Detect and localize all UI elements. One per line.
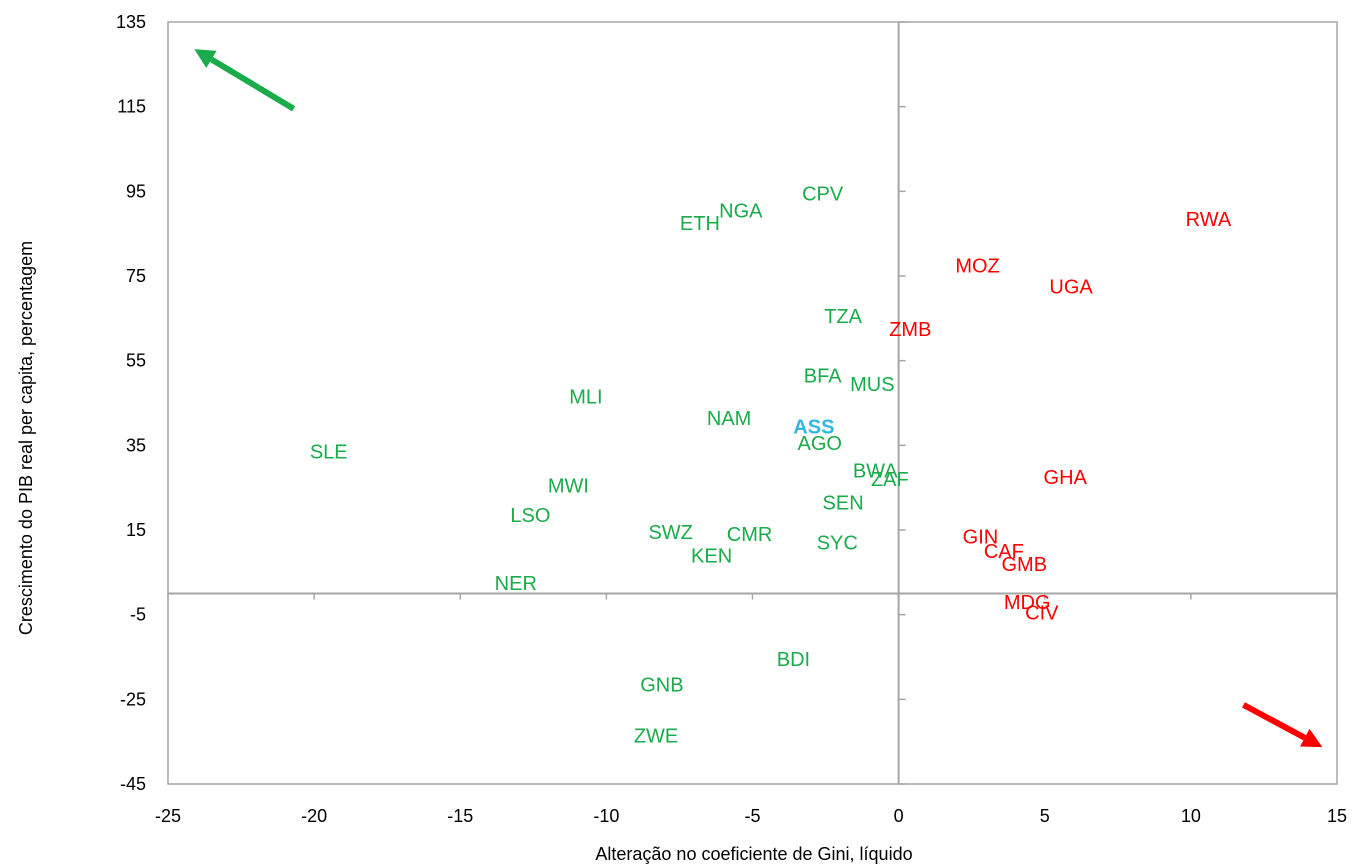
data-point-gin: GIN [963,526,999,548]
down-right-arrow [1242,702,1323,748]
arrows [194,49,1323,748]
data-point-moz: MOZ [955,255,999,277]
y-tick-label: 15 [126,520,146,540]
data-point-lso: LSO [510,505,550,527]
up-left-arrow-head [194,49,217,68]
plot-border [167,21,1338,785]
data-point-ago: AGO [797,433,841,455]
data-point-tza: TZA [824,306,862,328]
data-point-sen: SEN [823,492,864,514]
up-left-arrow-shaft [209,56,296,112]
x-tick-label: -25 [155,806,181,826]
y-tick-label: 115 [117,97,146,117]
x-tick-label: -10 [593,806,619,826]
data-point-ass: ASS [793,416,834,438]
data-point-nga: NGA [719,200,763,222]
x-tick-label: 10 [1181,806,1201,826]
data-point-cpv: CPV [802,183,844,205]
data-point-swz: SWZ [648,522,692,544]
data-point-nam: NAM [707,408,751,430]
x-tick-label: 5 [1040,806,1050,826]
data-point-uga: UGA [1049,277,1093,299]
x-tick-label: 15 [1327,806,1347,826]
x-tick-label: -20 [301,806,327,826]
data-point-mdg: MDG [1004,592,1051,614]
data-point-mwi: MWI [548,476,589,498]
y-tick-label: 135 [116,12,146,32]
down-right-arrow-shaft [1242,702,1307,741]
data-point-gmb: GMB [1002,554,1048,576]
x-tick-label: -15 [447,806,473,826]
y-tick-label: 95 [126,181,146,201]
data-point-zaf: ZAF [871,469,909,491]
data-point-zwe: ZWE [634,725,678,747]
y-tick-label: -5 [130,605,146,625]
x-tick-label: -5 [744,806,760,826]
up-left-arrow [194,49,296,112]
data-point-bwa: BWA [853,461,898,483]
down-right-arrow-head [1300,728,1323,748]
data-point-syc: SYC [817,533,858,555]
data-point-caf: CAF [984,541,1024,563]
data-point-gha: GHA [1044,467,1088,489]
data-point-eth: ETH [680,213,720,235]
data-point-zmb: ZMB [889,319,931,341]
y-tick-label: 75 [126,266,146,286]
y-tick-label: -45 [120,774,146,794]
data-point-ken: KEN [691,545,732,567]
y-axis-title: Crescimento do PIB real per capita, perc… [16,241,36,635]
data-point-ner: NER [495,573,537,595]
data-point-cmr: CMR [727,524,773,546]
y-tick-label: 55 [126,351,146,371]
data-point-rwa: RWA [1186,209,1232,231]
x-tick-label: 0 [894,806,904,826]
data-point-bdi: BDI [777,649,810,671]
data-point-mli: MLI [569,387,602,409]
data-point-civ: CIV [1025,603,1059,625]
data-point-mus: MUS [850,374,894,396]
data-point-gnb: GNB [640,675,683,697]
x-axis-title: Alteração no coeficiente de Gini, líquid… [595,844,912,864]
y-tick-label: 35 [126,435,146,455]
y-tick-label: -25 [120,689,146,709]
plot-area [167,21,1338,785]
data-point-sle: SLE [310,442,348,464]
data-point-bfa: BFA [804,365,842,387]
axes: -25 -20 -15 -10 -5 0 5 10 15 135 115 95 75 55 35 15 -5 -2… [116,12,1347,826]
